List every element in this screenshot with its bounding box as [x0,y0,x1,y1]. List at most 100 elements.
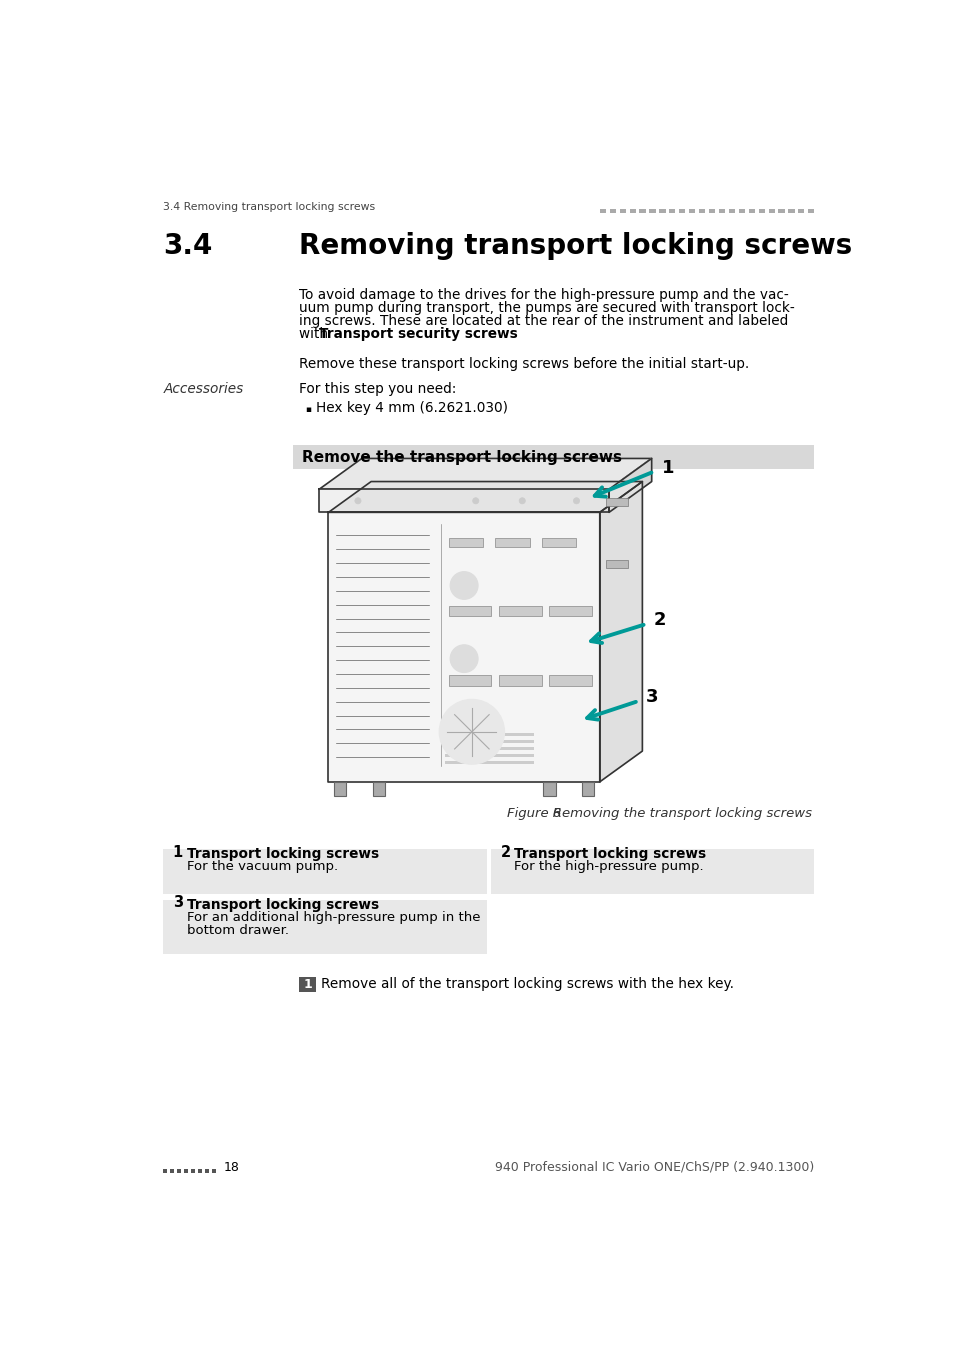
Text: 1: 1 [172,845,183,860]
FancyBboxPatch shape [495,537,530,547]
FancyBboxPatch shape [679,209,684,213]
FancyBboxPatch shape [618,209,625,213]
Text: 18: 18 [224,1161,239,1173]
Text: 940 Professional IC Vario ONE/ChS/PP (2.940.1300): 940 Professional IC Vario ONE/ChS/PP (2.… [495,1161,814,1173]
Text: Accessories: Accessories [163,382,243,396]
FancyBboxPatch shape [171,1169,174,1173]
FancyBboxPatch shape [542,782,555,795]
Text: .: . [434,327,437,342]
Circle shape [439,699,504,764]
FancyBboxPatch shape [448,675,491,686]
FancyBboxPatch shape [205,1169,209,1173]
Text: ing screws. These are located at the rear of the instrument and labeled: ing screws. These are located at the rea… [298,315,787,328]
FancyBboxPatch shape [649,209,655,213]
Text: Removing transport locking screws: Removing transport locking screws [298,232,851,261]
FancyBboxPatch shape [163,849,486,894]
Text: with: with [298,327,333,342]
FancyBboxPatch shape [212,1169,216,1173]
FancyBboxPatch shape [491,849,814,894]
Text: For the high-pressure pump.: For the high-pressure pump. [514,860,703,873]
Text: For an additional high-pressure pump in the: For an additional high-pressure pump in … [187,911,479,925]
Text: 2: 2 [500,845,510,860]
FancyBboxPatch shape [293,444,814,470]
Text: To avoid damage to the drives for the high-pressure pump and the vac-: To avoid damage to the drives for the hi… [298,288,788,302]
Text: For the vacuum pump.: For the vacuum pump. [187,860,337,873]
FancyBboxPatch shape [758,209,764,213]
FancyBboxPatch shape [719,209,724,213]
FancyArrowPatch shape [591,625,643,643]
Circle shape [450,571,477,599]
Text: Transport locking screws: Transport locking screws [514,846,706,861]
FancyBboxPatch shape [629,209,635,213]
Circle shape [450,645,477,672]
FancyBboxPatch shape [639,209,645,213]
Polygon shape [319,459,651,489]
FancyBboxPatch shape [748,209,754,213]
FancyBboxPatch shape [373,782,385,795]
Polygon shape [328,482,641,513]
FancyBboxPatch shape [444,755,534,757]
Text: 3: 3 [172,895,183,910]
Text: Transport locking screws: Transport locking screws [187,898,378,911]
Text: 3.4: 3.4 [163,232,213,261]
Text: Remove these transport locking screws before the initial start-up.: Remove these transport locking screws be… [298,358,748,371]
FancyBboxPatch shape [669,209,675,213]
Text: For this step you need:: For this step you need: [298,382,456,396]
Circle shape [472,498,478,504]
Polygon shape [319,489,608,513]
Polygon shape [599,482,641,782]
FancyArrowPatch shape [594,472,651,497]
FancyBboxPatch shape [334,782,346,795]
FancyBboxPatch shape [549,606,592,617]
FancyArrowPatch shape [586,702,636,720]
Text: Removing the transport locking screws: Removing the transport locking screws [539,806,811,819]
FancyBboxPatch shape [768,209,774,213]
FancyBboxPatch shape [807,209,814,213]
FancyBboxPatch shape [541,537,576,547]
FancyBboxPatch shape [192,1169,195,1173]
FancyBboxPatch shape [778,209,783,213]
FancyBboxPatch shape [444,740,534,744]
Text: Figure 6: Figure 6 [507,806,560,819]
Circle shape [518,498,525,504]
FancyBboxPatch shape [198,1169,202,1173]
FancyBboxPatch shape [699,209,704,213]
Text: Transport security screws: Transport security screws [318,327,517,342]
FancyBboxPatch shape [581,782,594,795]
FancyBboxPatch shape [708,209,715,213]
Text: ▪: ▪ [305,405,311,414]
FancyBboxPatch shape [444,747,534,751]
Text: bottom drawer.: bottom drawer. [187,923,289,937]
FancyBboxPatch shape [163,1169,167,1173]
FancyBboxPatch shape [605,560,627,568]
FancyBboxPatch shape [688,209,695,213]
Text: 1: 1 [661,459,674,477]
FancyBboxPatch shape [599,209,605,213]
FancyBboxPatch shape [609,209,616,213]
FancyBboxPatch shape [728,209,734,213]
Text: Remove the transport locking screws: Remove the transport locking screws [302,450,621,466]
FancyBboxPatch shape [605,498,627,506]
Circle shape [355,498,360,504]
FancyBboxPatch shape [444,761,534,764]
FancyBboxPatch shape [498,675,541,686]
FancyBboxPatch shape [787,209,794,213]
Text: 1: 1 [303,977,312,991]
FancyBboxPatch shape [298,976,315,992]
FancyBboxPatch shape [549,675,592,686]
FancyBboxPatch shape [177,1169,181,1173]
Polygon shape [608,459,651,513]
FancyBboxPatch shape [448,606,491,617]
Text: Hex key 4 mm (6.2621.030): Hex key 4 mm (6.2621.030) [315,401,508,416]
FancyBboxPatch shape [444,733,534,736]
Polygon shape [328,513,599,782]
FancyBboxPatch shape [448,537,483,547]
Circle shape [573,498,579,504]
Text: Remove all of the transport locking screws with the hex key.: Remove all of the transport locking scre… [320,976,733,991]
FancyBboxPatch shape [163,899,486,953]
FancyBboxPatch shape [798,209,803,213]
Text: 3: 3 [645,688,659,706]
FancyBboxPatch shape [659,209,665,213]
Circle shape [450,710,477,738]
Text: 2: 2 [654,612,666,629]
